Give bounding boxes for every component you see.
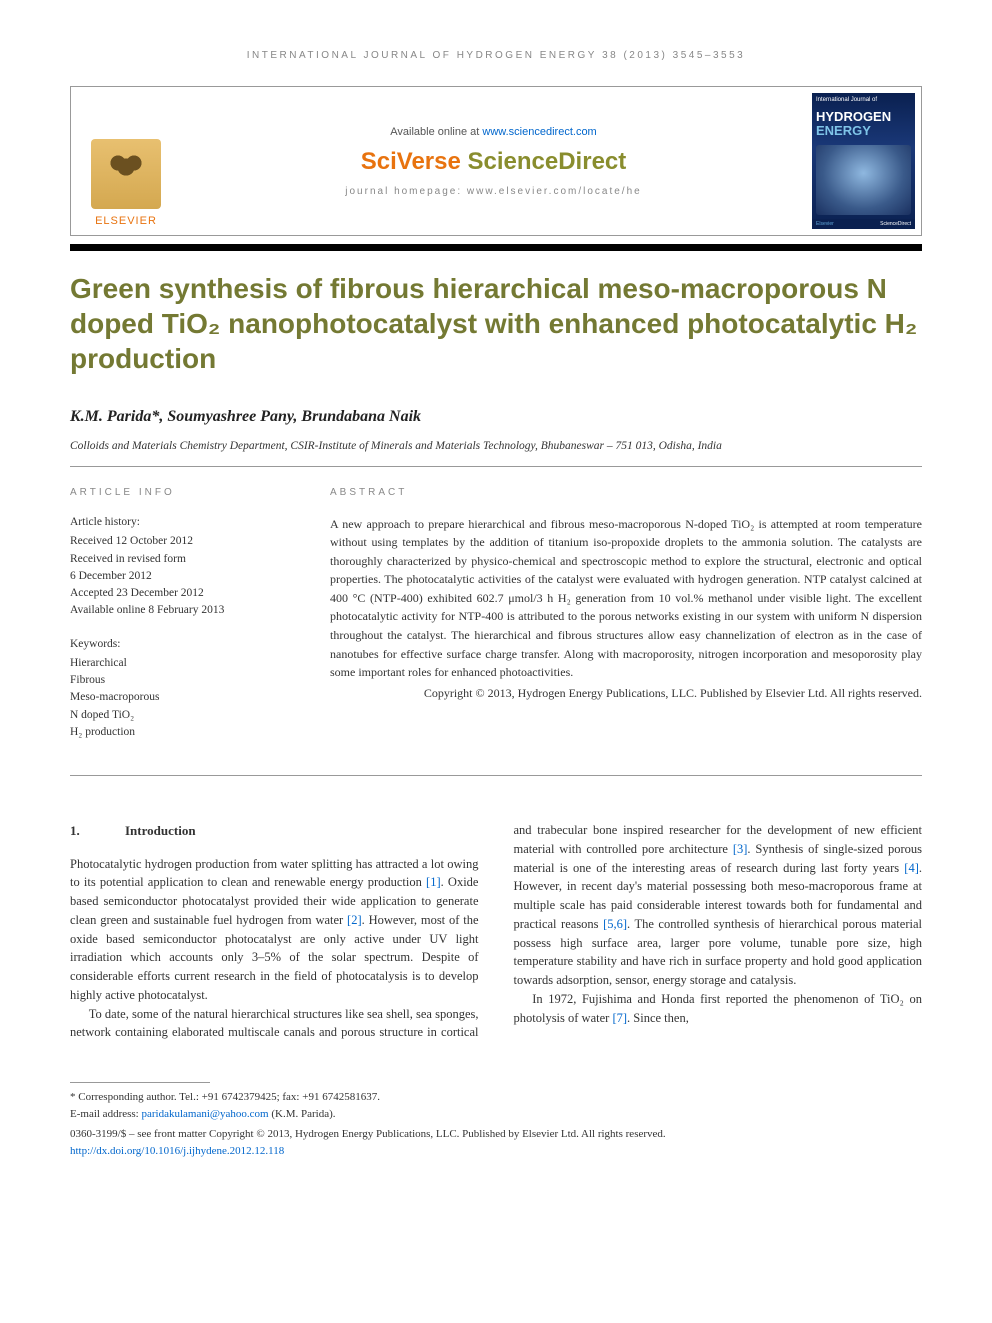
masthead: ELSEVIER Available online at www.science… — [70, 86, 922, 236]
citation-link[interactable]: [3] — [733, 842, 748, 856]
body-paragraph: In 1972, Fujishima and Honda first repor… — [514, 990, 923, 1028]
email-label: E-mail address: — [70, 1108, 141, 1120]
cover-title-energy: ENERGY — [816, 123, 871, 138]
section-title: Introduction — [125, 823, 196, 838]
cover-image — [816, 145, 911, 215]
separator-bar — [70, 244, 922, 251]
history-item: 6 December 2012 — [70, 568, 290, 585]
publisher-logo-area: ELSEVIER — [71, 87, 181, 235]
body-columns: 1.Introduction Photocatalytic hydrogen p… — [70, 821, 922, 1042]
citation-link[interactable]: [4] — [904, 861, 919, 875]
authors-line: K.M. Parida*, Soumyashree Pany, Brundaba… — [70, 408, 922, 426]
citation-link[interactable]: [7] — [612, 1011, 627, 1025]
footnotes: * Corresponding author. Tel.: +91 674237… — [70, 1089, 922, 1122]
affiliation-line: Colloids and Materials Chemistry Departm… — [70, 440, 922, 452]
body-text: In 1972, Fujishima and Honda first repor… — [514, 992, 923, 1025]
email-suffix: (K.M. Parida). — [269, 1108, 336, 1120]
keyword-item: Hierarchical — [70, 655, 290, 672]
body-text: . Since then, — [627, 1011, 689, 1025]
rule-bottom — [70, 775, 922, 776]
body-paragraph: Photocatalytic hydrogen production from … — [70, 855, 479, 1005]
cover-title-hydrogen: HYDROGEN — [816, 109, 891, 124]
available-text: Available online at — [390, 126, 482, 138]
history-item: Accepted 23 December 2012 — [70, 585, 290, 602]
history-label: Article history: — [70, 514, 290, 531]
sciencedirect-link[interactable]: www.sciencedirect.com — [482, 126, 596, 138]
doi-link[interactable]: http://dx.doi.org/10.1016/j.ijhydene.201… — [70, 1145, 284, 1157]
corresponding-author: * Corresponding author. Tel.: +91 674237… — [70, 1089, 922, 1106]
article-info-column: ARTICLE INFO Article history: Received 1… — [70, 485, 290, 757]
email-line: E-mail address: paridakulamani@yahoo.com… — [70, 1106, 922, 1123]
cover-foot-left: Elsevier — [816, 221, 834, 227]
info-abstract-row: ARTICLE INFO Article history: Received 1… — [70, 467, 922, 775]
keyword-item: N doped TiO₂ — [70, 707, 290, 724]
journal-homepage-line: journal homepage: www.elsevier.com/locat… — [345, 186, 641, 197]
history-block: Article history: Received 12 October 201… — [70, 514, 290, 620]
abstract-heading: ABSTRACT — [330, 485, 922, 501]
abstract-text: A new approach to prepare hierarchical a… — [330, 515, 922, 682]
keyword-item: Meso-macroporous — [70, 689, 290, 706]
available-online-line: Available online at www.sciencedirect.co… — [390, 126, 596, 138]
article-info-heading: ARTICLE INFO — [70, 485, 290, 500]
abstract-column: ABSTRACT A new approach to prepare hiera… — [330, 485, 922, 757]
sciverse-word: SciVerse — [361, 148, 468, 175]
sciverse-logo: SciVerse ScienceDirect — [361, 148, 627, 176]
elsevier-tree-icon — [91, 139, 161, 209]
running-header: INTERNATIONAL JOURNAL OF HYDROGEN ENERGY… — [70, 50, 922, 61]
sciencedirect-word: ScienceDirect — [468, 148, 627, 175]
cover-footer: Elsevier ScienceDirect — [812, 219, 915, 229]
keywords-label: Keywords: — [70, 636, 290, 653]
email-link[interactable]: paridakulamani@yahoo.com — [141, 1108, 268, 1120]
journal-cover-area: International Journal of HYDROGEN ENERGY… — [806, 87, 921, 235]
body-text: Photocatalytic hydrogen production from … — [70, 857, 479, 890]
cover-top-text: International Journal of — [812, 93, 915, 108]
keyword-item: H₂ production — [70, 724, 290, 741]
history-item: Received in revised form — [70, 551, 290, 568]
keyword-item: Fibrous — [70, 672, 290, 689]
history-item: Received 12 October 2012 — [70, 533, 290, 550]
footnote-rule — [70, 1082, 210, 1083]
cover-foot-right: ScienceDirect — [880, 221, 911, 227]
copyright-line: 0360-3199/$ – see front matter Copyright… — [70, 1126, 922, 1143]
keywords-block: Keywords: Hierarchical Fibrous Meso-macr… — [70, 636, 290, 742]
article-title: Green synthesis of fibrous hierarchical … — [70, 271, 922, 376]
abstract-copyright: Copyright © 2013, Hydrogen Energy Public… — [330, 684, 922, 703]
elsevier-word: ELSEVIER — [95, 215, 157, 227]
section-number: 1. — [70, 821, 125, 841]
cover-title: HYDROGEN ENERGY — [812, 108, 915, 141]
journal-cover: International Journal of HYDROGEN ENERGY… — [812, 93, 915, 229]
section-heading: 1.Introduction — [70, 821, 479, 841]
citation-link[interactable]: [1] — [426, 875, 441, 889]
masthead-center: Available online at www.sciencedirect.co… — [181, 87, 806, 235]
history-item: Available online 8 February 2013 — [70, 602, 290, 619]
citation-link[interactable]: [2] — [347, 913, 362, 927]
copyright-footer: 0360-3199/$ – see front matter Copyright… — [70, 1126, 922, 1159]
elsevier-logo: ELSEVIER — [81, 117, 171, 227]
citation-link[interactable]: [5,6] — [603, 917, 627, 931]
